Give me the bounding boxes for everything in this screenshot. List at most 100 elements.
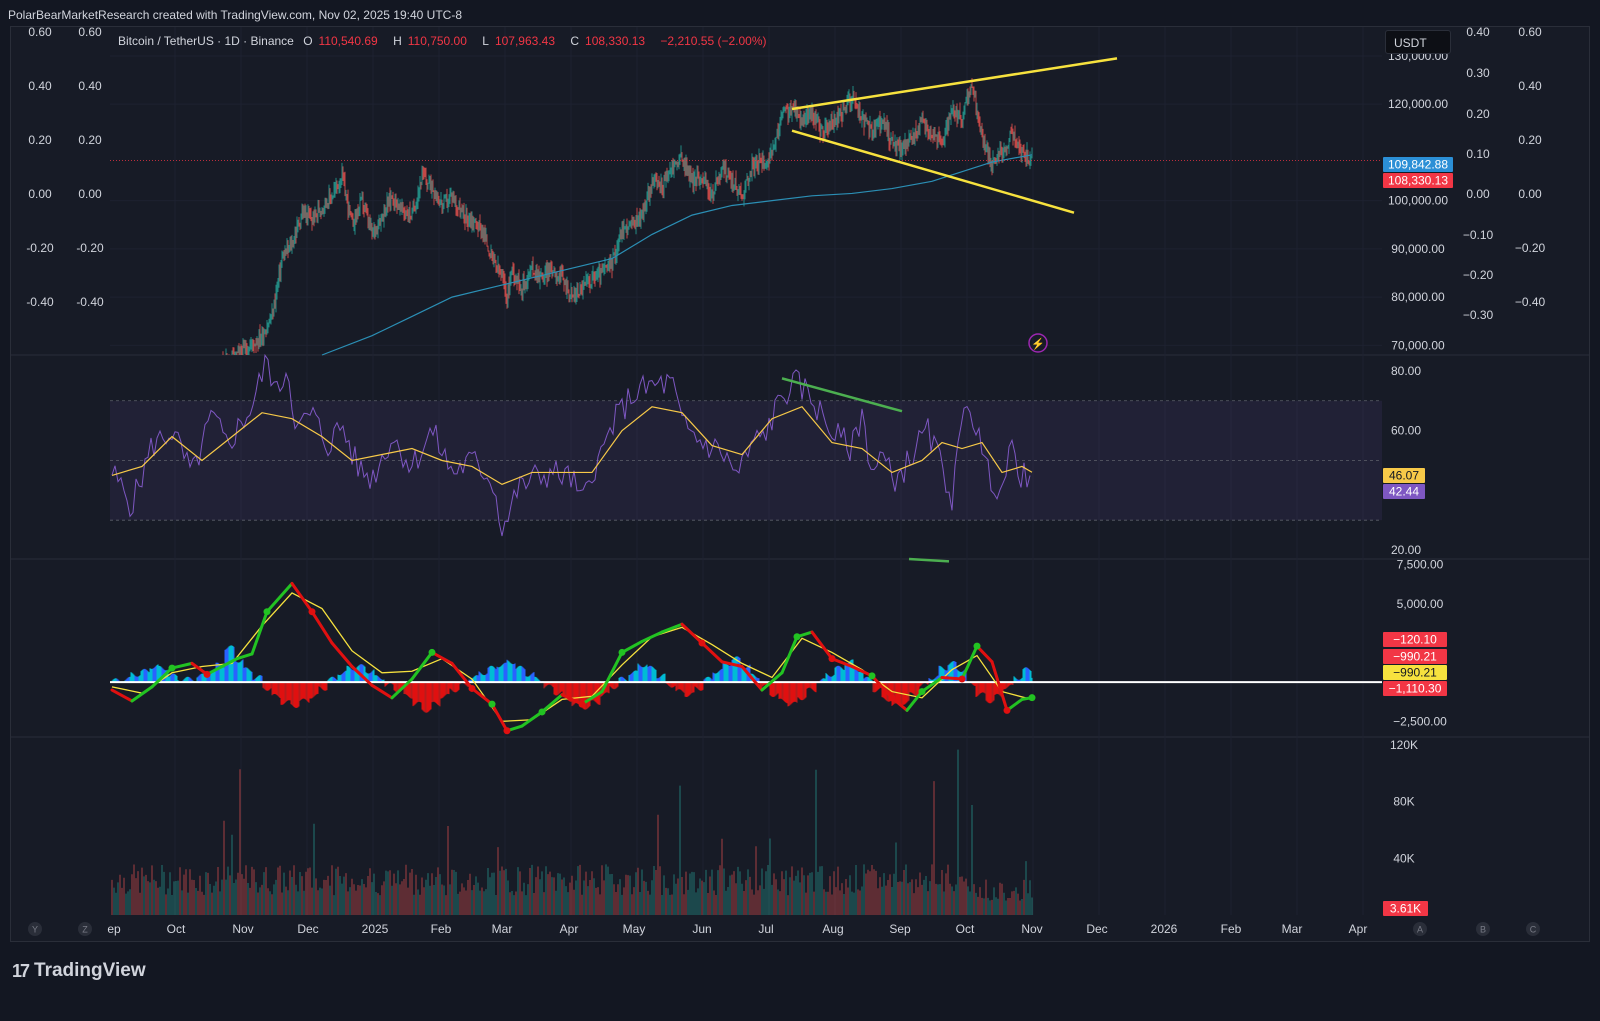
time-axis-label: Mar	[492, 922, 513, 936]
tradingview-logo-text: TradingView	[34, 960, 146, 981]
rsi-ma-badge: 46.07	[1389, 469, 1419, 483]
price-axis-label: 100,000.00	[1388, 194, 1448, 208]
secondary-axis-label: −0.30	[1463, 308, 1494, 322]
time-axis-label: Feb	[431, 922, 452, 936]
macd-line-segment	[580, 690, 604, 706]
left-axis-label: 0.40	[28, 79, 52, 93]
secondary-axis-label: 0.20	[1466, 107, 1490, 121]
currency-button[interactable]: USDT	[1385, 30, 1451, 54]
left-inner-axis-label: -0.40	[76, 295, 104, 309]
symbol-header: Bitcoin / TetherUS · 1D · Binance O 110,5…	[118, 34, 773, 48]
time-axis-label: Apr	[560, 922, 579, 936]
macd-cross-dot	[698, 639, 706, 647]
rsi-ma-line	[111, 406, 1033, 486]
macd-cross-dot	[503, 727, 511, 735]
ma-value-badge-bg	[1383, 157, 1453, 172]
symbol-name[interactable]: Bitcoin / TetherUS · 1D · Binance	[118, 34, 294, 48]
top-bar: PolarBearMarketResearch created with Tra…	[0, 0, 1600, 26]
left-axis-label: -0.20	[26, 241, 54, 255]
macd-line-segment	[110, 688, 134, 703]
rsi-line	[111, 353, 1031, 537]
left-inner-axis-label: 0.20	[78, 133, 102, 147]
macd-cross-dot	[168, 664, 176, 672]
macd-line-segment	[470, 686, 494, 706]
macd-line-segment	[960, 644, 979, 681]
open-value: 110,540.69	[318, 34, 378, 48]
moving-average-line	[321, 154, 1033, 356]
macd-cross-dot	[263, 608, 271, 616]
outer-axis-label: 0.20	[1518, 133, 1542, 147]
high-label: H	[393, 34, 402, 48]
time-axis-label: Mar	[1282, 922, 1303, 936]
secondary-axis-label: 0.00	[1466, 187, 1490, 201]
macd-line-segment	[975, 644, 994, 664]
time-axis-label: May	[623, 922, 646, 936]
macd-cross-dot	[428, 648, 436, 656]
macd-cross-dot	[1028, 694, 1036, 702]
rsi-axis-label: 80.00	[1391, 364, 1421, 378]
macd-line-segment	[290, 581, 314, 614]
time-axis-label: ep	[107, 922, 121, 936]
time-axis-label: Oct	[956, 922, 975, 936]
macd-line-segment	[450, 661, 474, 690]
macd-cross-dot	[918, 688, 926, 696]
axis-control-letter: A	[1417, 925, 1423, 935]
price-axis-label: 120,000.00	[1388, 97, 1448, 111]
outer-axis-label: 0.40	[1518, 79, 1542, 93]
axis-control-button	[28, 922, 42, 936]
macd-line-segment	[905, 690, 924, 712]
left-axis-label: 0.00	[28, 187, 52, 201]
macd-line-segment	[310, 610, 334, 645]
macd-line-segment	[640, 630, 664, 643]
volume-axis-label: 40K	[1393, 851, 1414, 865]
rsi-ma-badge-bg	[1383, 468, 1425, 483]
axis-control-button	[78, 922, 92, 936]
lightning-icon	[1028, 333, 1048, 353]
macd-cross-dot	[203, 670, 211, 678]
secondary-axis-label: 0.10	[1466, 147, 1490, 161]
macd-line-segment	[780, 635, 799, 675]
macd-badge-bg	[1383, 632, 1447, 647]
macd-line-segment	[720, 660, 744, 669]
macd-cross-dot	[308, 608, 316, 616]
ma-value-badge: 109,842.88	[1388, 158, 1448, 172]
secondary-axis-label: −0.10	[1463, 228, 1494, 242]
macd-line-segment	[700, 641, 724, 664]
macd-badge: −1,110.30	[1389, 682, 1442, 696]
macd-badge-bg	[1383, 681, 1447, 696]
time-axis-label: Feb	[1221, 922, 1242, 936]
macd-line-segment	[520, 710, 544, 728]
macd-line-segment	[350, 665, 374, 687]
macd-line-segment	[870, 674, 894, 700]
macd-cross-dot	[973, 642, 981, 650]
chart-frame[interactable]	[10, 26, 1590, 942]
macd-line-segment	[330, 641, 354, 669]
macd-cross-dot	[1003, 706, 1011, 714]
high-value: 110,750.00	[407, 34, 467, 48]
rsi-axis-label: 20.00	[1391, 543, 1421, 557]
close-label: C	[570, 34, 580, 48]
time-axis-label: Jun	[692, 922, 711, 936]
macd-line-segment	[150, 666, 174, 689]
macd-badge-bg	[1383, 665, 1447, 680]
macd-line-segment	[830, 657, 854, 669]
volume-bars	[111, 749, 1033, 915]
macd-line-segment	[850, 665, 874, 678]
outer-axis-label: −0.20	[1515, 241, 1546, 255]
macd-line-segment	[540, 693, 564, 714]
tradingview-logo[interactable]: 17 TradingView	[12, 960, 146, 982]
left-axis-label: 0.60	[28, 25, 52, 39]
trendline-lower	[791, 129, 1075, 214]
macd-cross-dot	[793, 633, 801, 641]
macd-line-segment	[620, 639, 644, 654]
low-value: 107,963.43	[494, 34, 555, 48]
time-axis-label: Sep	[889, 922, 911, 936]
outer-axis-label: 0.60	[1518, 25, 1542, 39]
rsi-value-badge: 42.44	[1389, 485, 1419, 499]
macd-line-segment	[265, 581, 294, 614]
open-label: O	[303, 34, 313, 48]
secondary-axis-label: −0.20	[1463, 268, 1494, 282]
macd-line-segment	[920, 675, 944, 694]
left-inner-axis-label: 0.60	[78, 25, 102, 39]
